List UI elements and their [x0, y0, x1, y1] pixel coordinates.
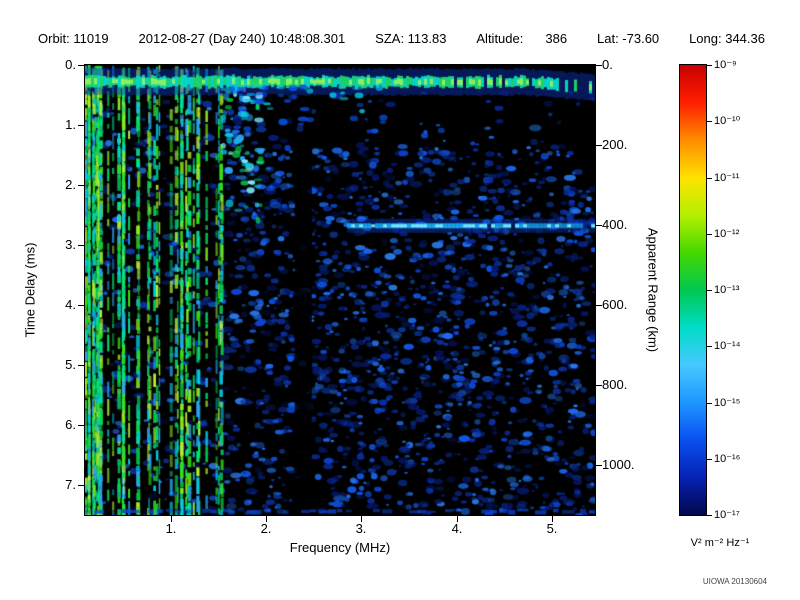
colorbar-gradient: [680, 65, 706, 515]
x-tick-label: 4.: [451, 521, 463, 536]
y2-tick-mark: [596, 465, 602, 466]
colorbar-tick-label: 10⁻¹⁰: [714, 115, 741, 127]
colorbar-tick-mark: [707, 459, 712, 460]
y-tick-mark: [78, 485, 84, 486]
x-tick-mark: [361, 516, 362, 522]
altitude-label: Altitude:: [476, 31, 524, 46]
lat-field: Lat: -73.60: [597, 31, 660, 46]
colorbar-tick-label: 10⁻¹¹: [714, 172, 740, 184]
y-tick-label: 3.: [65, 237, 76, 252]
long-field: Long: 344.36: [689, 31, 765, 46]
x-tick-mark: [266, 516, 267, 522]
y-tick-label: 1.: [65, 117, 76, 132]
sza-field: SZA: 113.83: [375, 31, 447, 46]
y2-tick-label: 200.: [602, 137, 628, 152]
x-tick-label: 2.: [260, 521, 272, 536]
y-tick-label: 6.: [65, 417, 76, 432]
spectrogram-plot: [84, 64, 596, 516]
y-tick-label: 0.: [65, 57, 76, 72]
y-axis-title: Time Delay (ms): [22, 242, 38, 338]
y2-tick-label: 400.: [602, 217, 628, 232]
y2-tick-label: 600.: [602, 297, 628, 312]
colorbar-tick-label: 10⁻¹²: [714, 228, 740, 240]
y-tick-label: 2.: [65, 177, 76, 192]
y2-axis-title: Apparent Range (km): [645, 227, 661, 353]
watermark: UIOWA 20130604: [702, 577, 767, 586]
y-tick-label: 5.: [65, 357, 76, 372]
y-tick-mark: [78, 185, 84, 186]
y2-tick-mark: [596, 225, 602, 226]
y-tick-mark: [78, 305, 84, 306]
colorbar-tick-label: 10⁻¹⁶: [714, 453, 741, 465]
altitude-field: Altitude: 386: [476, 31, 567, 46]
colorbar-tick-mark: [707, 65, 712, 66]
y-tick-label: 7.: [65, 477, 76, 492]
x-tick-label: 5.: [546, 521, 558, 536]
y-tick-label: 4.: [65, 297, 76, 312]
altitude-value: 386: [545, 31, 568, 46]
y-tick-mark: [78, 125, 84, 126]
x-tick-mark: [171, 516, 172, 522]
y-tick-mark: [78, 245, 84, 246]
y2-tick-mark: [596, 305, 602, 306]
colorbar-units: V² m⁻² Hz⁻¹: [690, 537, 750, 549]
y-tick-mark: [78, 65, 84, 66]
colorbar: [679, 64, 707, 516]
colorbar-tick-mark: [707, 403, 712, 404]
x-tick-label: 3.: [355, 521, 367, 536]
colorbar-tick-mark: [707, 178, 712, 179]
header-info: Orbit: 11019 2012-08-27 (Day 240) 10:48:…: [38, 31, 765, 46]
colorbar-tick-mark: [707, 515, 712, 516]
x-axis-title: Frequency (MHz): [289, 540, 391, 555]
colorbar-tick-mark: [707, 121, 712, 122]
colorbar-tick-label: 10⁻¹⁷: [714, 509, 740, 521]
y-tick-mark: [78, 425, 84, 426]
colorbar-tick-mark: [707, 346, 712, 347]
colorbar-tick-label: 10⁻⁹: [714, 59, 737, 71]
colorbar-tick-label: 10⁻¹⁴: [714, 340, 741, 352]
y2-tick-mark: [596, 145, 602, 146]
y2-tick-label: 800.: [602, 377, 628, 392]
colorbar-tick-label: 10⁻¹⁵: [714, 397, 741, 409]
colorbar-tick-label: 10⁻¹³: [714, 284, 740, 296]
x-tick-mark: [552, 516, 553, 522]
x-tick-label: 1.: [165, 521, 177, 536]
colorbar-tick-mark: [707, 290, 712, 291]
y-tick-mark: [78, 365, 84, 366]
spectrogram-canvas: [85, 65, 595, 515]
colorbar-tick-mark: [707, 234, 712, 235]
y2-tick-label: 1000.: [602, 457, 635, 472]
y2-tick-mark: [596, 385, 602, 386]
y2-tick-mark: [596, 65, 602, 66]
y2-tick-label: 0.: [602, 57, 613, 72]
datetime-field: 2012-08-27 (Day 240) 10:48:08.301: [138, 31, 346, 46]
x-tick-mark: [457, 516, 458, 522]
orbit-field: Orbit: 11019: [38, 31, 109, 46]
